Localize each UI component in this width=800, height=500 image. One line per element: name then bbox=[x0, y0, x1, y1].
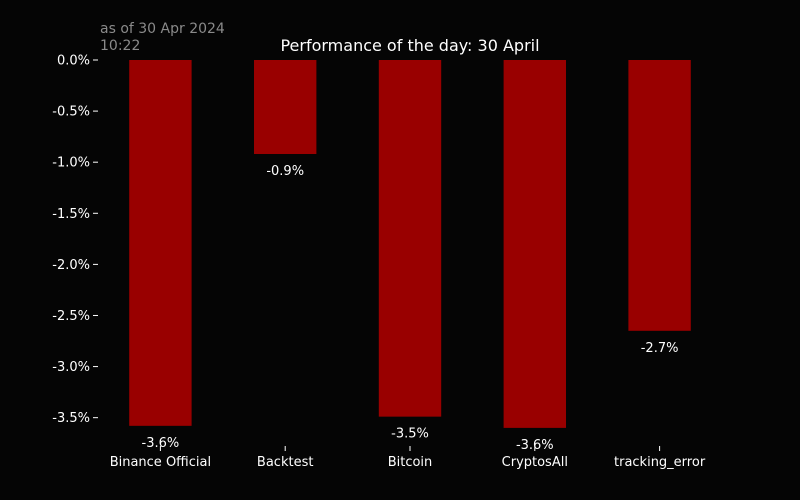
y-tick-label: -0.5% bbox=[52, 105, 90, 120]
x-tick-label: tracking_error bbox=[614, 455, 706, 470]
bar-value-label: -0.9% bbox=[266, 164, 304, 179]
bar-value-labels: -3.6% -0.9% -3.5% -3.6% -2.7% bbox=[142, 164, 679, 453]
bar bbox=[628, 60, 691, 331]
bar bbox=[129, 60, 192, 426]
bar bbox=[503, 60, 566, 428]
bar-value-label: -3.5% bbox=[391, 427, 429, 442]
bar-value-label: -3.6% bbox=[142, 436, 180, 451]
timestamp-label: as of 30 Apr 2024 10:22 bbox=[100, 21, 225, 54]
bar-value-label: -2.7% bbox=[641, 341, 679, 356]
bar bbox=[254, 60, 317, 155]
y-tick-label: -3.5% bbox=[52, 411, 90, 426]
x-tick-label: Binance Official bbox=[110, 455, 211, 470]
bar-value-label: -3.6% bbox=[516, 438, 554, 453]
y-tick-label: -3.0% bbox=[52, 360, 90, 375]
y-tick-label: -2.0% bbox=[52, 258, 90, 273]
x-tick-label: CryptosAll bbox=[502, 455, 568, 470]
y-tick-label: 0.0% bbox=[57, 54, 90, 69]
y-axis: 0.0% -0.5% -1.0% -1.5% -2.0% -2.5% -3.0% -3.5% bbox=[52, 54, 98, 426]
bar bbox=[378, 60, 442, 417]
x-tick-label: Bitcoin bbox=[388, 455, 433, 470]
y-tick-label: -2.5% bbox=[52, 309, 90, 324]
y-tick-label: -1.5% bbox=[52, 207, 90, 222]
y-tick-label: -1.0% bbox=[52, 156, 90, 171]
x-axis: Binance Official Backtest Bitcoin CryptosAl… bbox=[110, 446, 706, 470]
x-tick-label: Backtest bbox=[257, 455, 314, 470]
bars-group bbox=[129, 60, 691, 428]
chart-title: Performance of the day: 30 April bbox=[280, 36, 540, 55]
